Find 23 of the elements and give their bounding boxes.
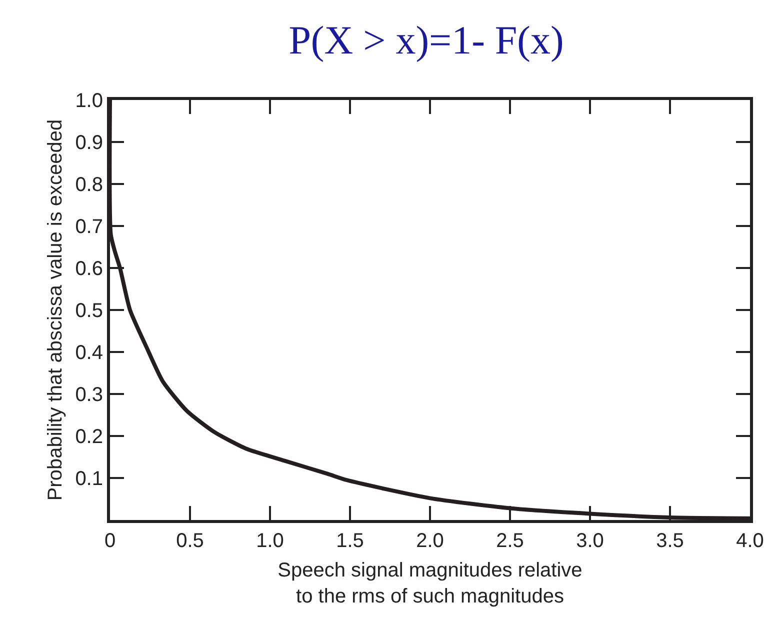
x-tick-label: 0 <box>104 530 116 552</box>
x-tick-label: 1.0 <box>256 530 284 552</box>
y-tick-label: 0.4 <box>75 342 103 364</box>
x-axis-title: Speech signal magnitudes relative to the rms of such magnitudes <box>278 560 582 608</box>
y-axis-title: Probability that abscissa value is exceeded <box>44 119 67 501</box>
x-tick-label: 4.0 <box>736 530 764 552</box>
y-tick-label: 0.1 <box>75 468 103 490</box>
line-series <box>110 100 750 520</box>
x-tick-label: 2.5 <box>496 530 524 552</box>
y-tick-label: 0.7 <box>75 216 103 238</box>
y-tick-label: 0.6 <box>75 258 103 280</box>
x-tick-label: 0.5 <box>176 530 204 552</box>
y-tick-label: 0.8 <box>75 174 103 196</box>
y-tick-label: 0.9 <box>75 132 103 154</box>
y-tick-label: 0.5 <box>75 300 103 322</box>
y-tick-label: 0.2 <box>75 426 103 448</box>
x-tick-label: 2.0 <box>416 530 444 552</box>
chart-title: P(X > x)=1- F(x) <box>288 17 564 62</box>
x-tick-label: 3.0 <box>576 530 604 552</box>
x-tick-label: 3.5 <box>656 530 684 552</box>
y-tick-label: 1.0 <box>75 90 103 112</box>
y-tick-label: 0.3 <box>75 384 103 406</box>
x-tick-label: 1.5 <box>336 530 364 552</box>
